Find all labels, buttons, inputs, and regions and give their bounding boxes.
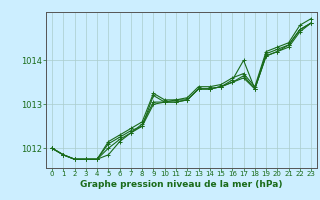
X-axis label: Graphe pression niveau de la mer (hPa): Graphe pression niveau de la mer (hPa) bbox=[80, 180, 283, 189]
